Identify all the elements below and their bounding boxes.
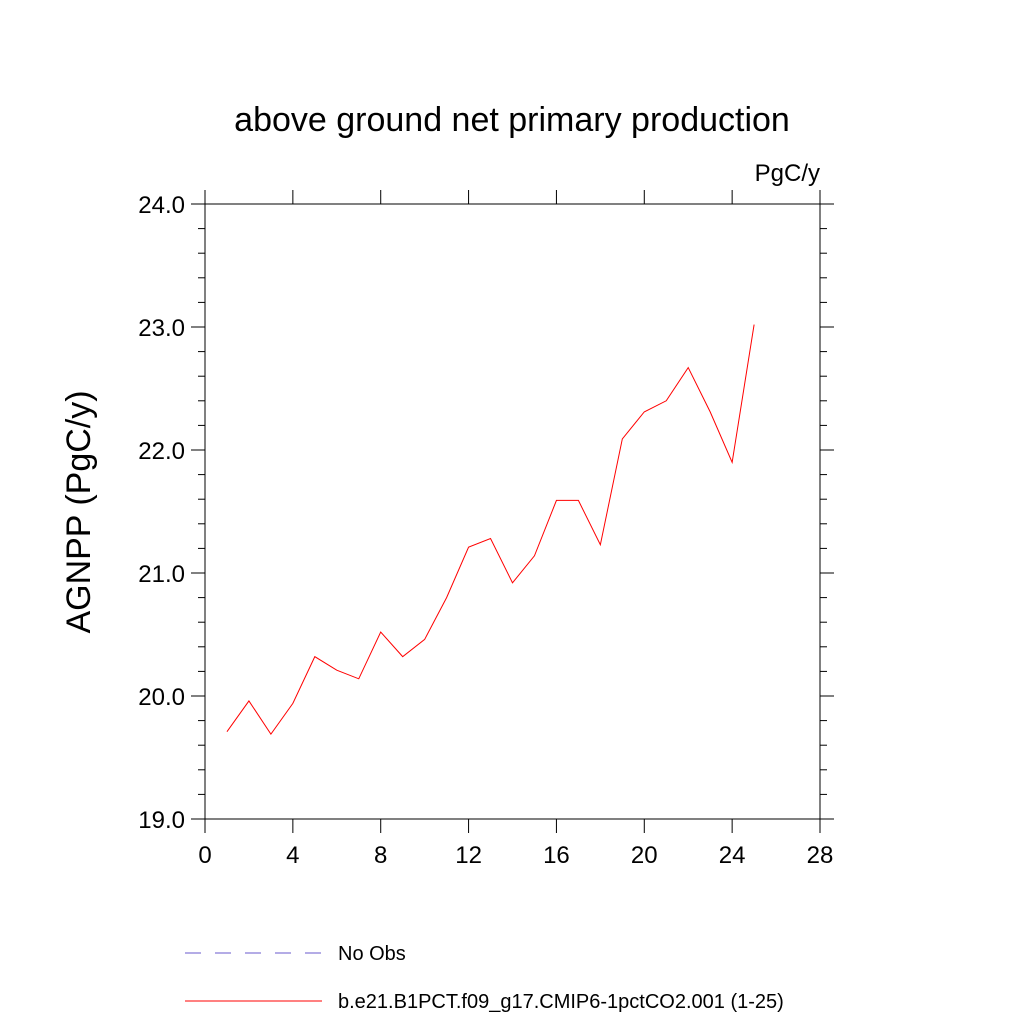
x-tick-label: 24 <box>719 842 746 869</box>
legend: No Obs b.e21.B1PCT.f09_g17.CMIP6-1pctCO2.… <box>185 943 784 1013</box>
plot-area <box>226 324 755 736</box>
x-tick-label: 0 <box>198 842 211 869</box>
y-tick-label: 22.0 <box>138 438 185 465</box>
y-tick-label: 24.0 <box>138 192 185 219</box>
plot-frame <box>204 203 821 820</box>
legend-label-0: No Obs <box>338 943 406 965</box>
x-tick-label: 12 <box>455 842 482 869</box>
x-tick-label: 4 <box>286 842 299 869</box>
x-tick-label: 8 <box>374 842 387 869</box>
series-line-1 <box>226 324 755 736</box>
chart-title: above ground net primary production <box>234 101 790 139</box>
x-tick-label: 16 <box>543 842 570 869</box>
y-tick-label: 19.0 <box>138 807 185 834</box>
y-tick-label: 20.0 <box>138 684 185 711</box>
y-axis-label: AGNPP (PgC/y) <box>60 390 98 633</box>
y-tick-label: 23.0 <box>138 315 185 342</box>
legend-label-1: b.e21.B1PCT.f09_g17.CMIP6-1pctCO2.001 (1… <box>338 991 784 1013</box>
x-tick-label: 20 <box>631 842 658 869</box>
x-tick-label: 28 <box>807 842 834 869</box>
axes: 0 4 8 12 16 20 24 28 19.0 20.0 21.0 22.0 23.0 24.0 <box>138 190 834 869</box>
units-label: PgC/y <box>755 160 820 187</box>
y-tick-label: 21.0 <box>138 561 185 588</box>
